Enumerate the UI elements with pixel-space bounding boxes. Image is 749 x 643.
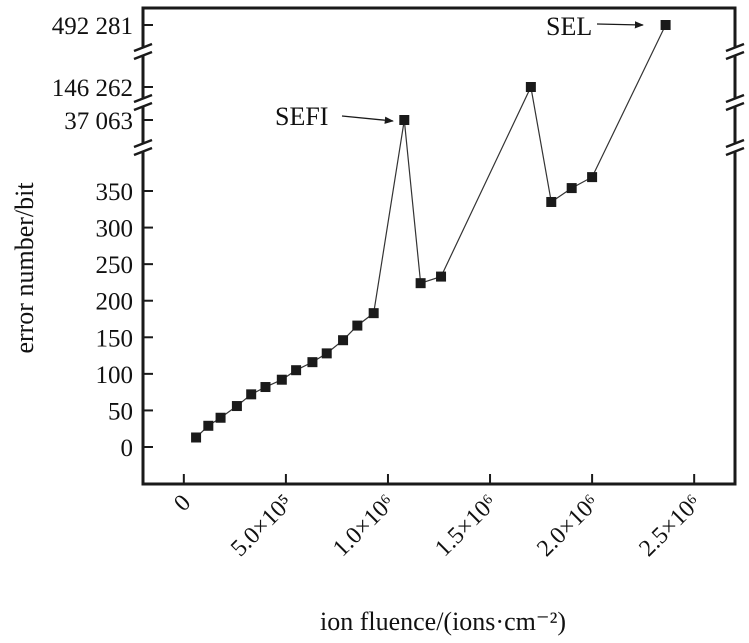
y-tick-label: 50 <box>108 398 133 425</box>
y-axis-ticks: 0 50 100 150 200 250 300 350 37 063 146 262 492 28… <box>52 13 153 462</box>
data-point <box>191 432 202 443</box>
annotations: SEFI SEL <box>275 12 644 131</box>
y-tick-label: 250 <box>96 252 134 279</box>
axis-break-gap <box>725 144 745 152</box>
data-point <box>321 348 332 359</box>
data-point <box>399 115 410 125</box>
data-point <box>203 420 214 431</box>
data-point <box>246 389 257 400</box>
y-tick-label: 350 <box>96 179 134 206</box>
axis-break-slash <box>725 50 745 61</box>
y-axis-title: error number/bit <box>10 182 39 354</box>
data-point <box>368 308 379 319</box>
y-tick-label: 200 <box>96 289 134 316</box>
data-point <box>660 20 671 30</box>
x-tick-label: 5.0×10⁵ <box>226 490 298 562</box>
annotation-label: SEL <box>546 12 592 41</box>
axis-break-slash <box>725 138 745 149</box>
x-axis-title: ion fluence/(ions·cm⁻²) <box>320 607 566 636</box>
axis-break-slash <box>725 42 745 53</box>
axis-break-slash <box>133 42 153 53</box>
data-point <box>436 271 447 282</box>
annotation-arrow <box>596 21 644 29</box>
y-tick-label: 146 262 <box>52 75 133 102</box>
axis-break-gap <box>725 48 745 56</box>
data-point <box>338 335 349 346</box>
plot-frame <box>141 6 737 486</box>
axis-break-slash <box>725 93 745 104</box>
data-series <box>191 20 671 443</box>
axis-break-gap <box>133 99 153 107</box>
y-tick-label: 150 <box>96 325 134 352</box>
data-point <box>260 382 271 393</box>
axis-break-gap <box>133 144 153 152</box>
x-tick-label: 1.5×10⁶ <box>430 490 502 562</box>
axis-break-gap <box>133 48 153 56</box>
y-tick-label: 0 <box>121 435 134 462</box>
data-point <box>215 412 226 423</box>
axis-break-slash <box>133 93 153 104</box>
axis-break-gap <box>725 99 745 107</box>
y-tick-label: 100 <box>96 362 134 389</box>
plot-border <box>141 6 737 486</box>
annotation-label: SEFI <box>275 102 328 131</box>
x-tick-label: 1.0×10⁶ <box>328 490 400 562</box>
y-tick-label: 492 281 <box>52 13 133 40</box>
axis-break-marks <box>133 42 745 157</box>
data-point <box>276 374 287 385</box>
x-tick-label: 2.5×10⁶ <box>634 490 706 562</box>
axis-break-slash <box>725 101 745 112</box>
axis-break-slash <box>725 146 745 157</box>
y-tick-label: 300 <box>96 216 134 243</box>
data-point <box>231 401 242 412</box>
annotation-arrow <box>341 115 394 124</box>
data-point <box>587 172 598 183</box>
x-tick-label: 0 <box>169 490 196 517</box>
axis-break-slash <box>133 101 153 112</box>
x-tick-label: 2.0×10⁶ <box>532 490 604 562</box>
data-point <box>352 320 363 331</box>
data-point <box>307 357 318 368</box>
data-point <box>546 196 557 207</box>
data-point <box>525 82 536 92</box>
x-axis-ticks: 0 5.0×10⁵ 1.0×10⁶ 1.5×10⁶ 2.0×10⁶ 2.5×10⁶ <box>169 474 706 562</box>
data-point <box>566 183 577 194</box>
axis-break-slash <box>133 146 153 157</box>
axis-break-slash <box>133 50 153 61</box>
axis-break-slash <box>133 138 153 149</box>
data-point <box>291 365 302 376</box>
data-point <box>415 278 426 289</box>
series-line <box>195 24 667 438</box>
y-tick-label: 37 063 <box>64 108 133 135</box>
